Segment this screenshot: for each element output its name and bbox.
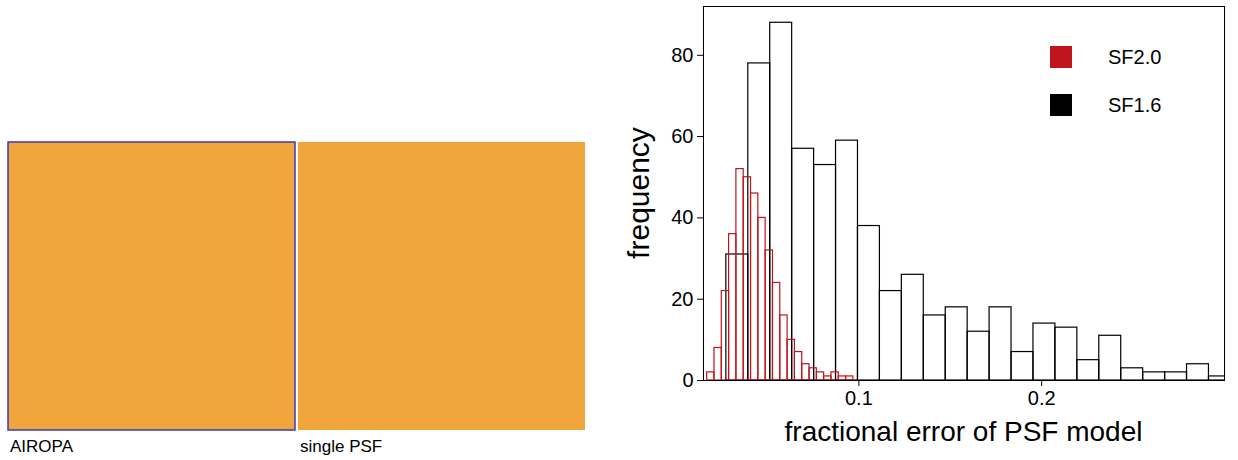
svg-text:0: 0 bbox=[682, 369, 693, 391]
svg-text:60: 60 bbox=[671, 125, 693, 147]
svg-text:0.2: 0.2 bbox=[1028, 387, 1056, 409]
svg-text:40: 40 bbox=[671, 206, 693, 228]
svg-text:AIROPA: AIROPA bbox=[10, 437, 74, 456]
html-text:fractional error of PSF model: fractional error of PSF model bbox=[784, 416, 1143, 447]
svg-text:single PSF: single PSF bbox=[300, 437, 382, 456]
svg-text:0.1: 0.1 bbox=[845, 387, 873, 409]
svg-text:80: 80 bbox=[671, 44, 693, 66]
html-text:SF1.6: SF1.6 bbox=[1108, 93, 1162, 116]
svg-text:20: 20 bbox=[671, 288, 693, 310]
html-text:frequency: frequency bbox=[622, 127, 655, 259]
html-text:SF2.0: SF2.0 bbox=[1108, 45, 1162, 68]
